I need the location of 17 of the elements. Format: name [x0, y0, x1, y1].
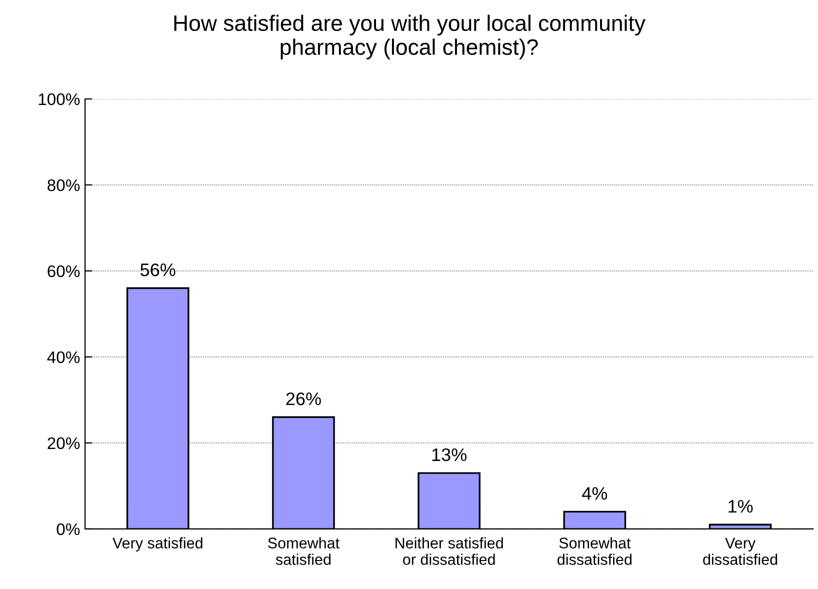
- x-tick-label: Somewhat dissatisfied: [558, 537, 632, 565]
- y-tick-label: 20%: [48, 437, 80, 450]
- data-label: 13%: [432, 448, 467, 462]
- x-tick-label: Neither satisfied or dissatisfied: [396, 537, 503, 565]
- y-tick-label: 60%: [48, 265, 80, 278]
- x-tick-label: Somewhat satisfied: [268, 537, 340, 565]
- data-label: 4%: [582, 487, 608, 500]
- data-label: 56%: [140, 263, 176, 276]
- x-tick-label: Very satisfied: [112, 537, 202, 552]
- y-tick-label: 0%: [56, 523, 80, 536]
- y-tick-label: 100%: [38, 93, 80, 106]
- chart-title: How satisfied are you with your local community pharmacy (local chemist)?: [174, 14, 646, 60]
- y-tick-label: 40%: [47, 351, 80, 364]
- x-tick-label: Very dissatisfied: [703, 538, 778, 565]
- data-label: 1%: [728, 500, 753, 513]
- y-tick-label: 80%: [48, 179, 80, 192]
- data-label: 26%: [286, 392, 321, 406]
